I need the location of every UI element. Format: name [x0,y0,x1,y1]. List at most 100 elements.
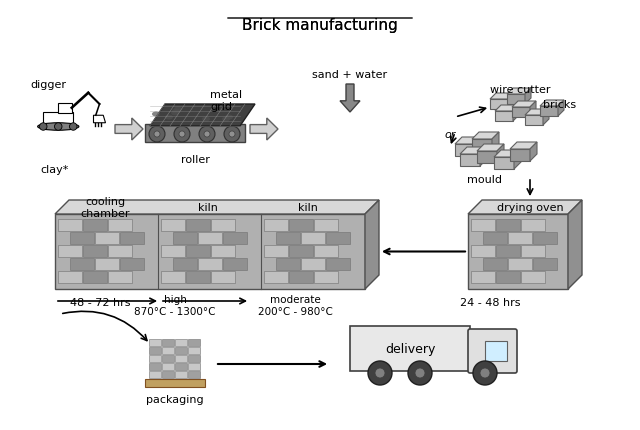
Polygon shape [93,116,106,123]
Bar [161,219,185,231]
Bar [145,379,205,387]
Bar [175,363,187,370]
Bar [521,271,545,283]
Polygon shape [468,200,582,215]
Bar [276,233,300,244]
Text: kiln: kiln [298,203,318,212]
Bar [540,107,558,117]
Polygon shape [558,101,564,117]
Ellipse shape [225,115,233,120]
Polygon shape [490,94,514,100]
Bar [44,112,73,126]
Ellipse shape [202,117,210,122]
Circle shape [199,127,215,143]
Bar [512,108,530,118]
Bar [175,371,187,378]
Circle shape [375,368,385,378]
Bar [223,258,247,270]
Bar [289,271,313,283]
Bar [188,355,200,362]
Bar [95,233,119,244]
Polygon shape [365,200,379,289]
Bar [350,326,470,371]
Bar [108,271,132,283]
Bar [149,355,161,362]
Polygon shape [475,138,482,157]
Bar [198,233,222,244]
Bar [496,246,520,258]
Bar [108,219,132,231]
Ellipse shape [174,107,182,112]
Bar [508,233,532,244]
Polygon shape [568,200,582,289]
FancyArrow shape [340,85,360,113]
FancyArrow shape [115,119,143,141]
Polygon shape [525,89,531,105]
Bar [521,246,545,258]
Bar [162,347,174,354]
Bar [58,103,72,114]
Bar [525,116,543,126]
Text: digger: digger [30,80,66,90]
Bar [490,100,508,110]
Text: sand + water: sand + water [312,70,388,80]
Text: roller: roller [180,155,209,165]
Bar [477,152,497,164]
Circle shape [70,123,77,131]
Text: metal
grid: metal grid [210,90,242,111]
Bar [70,233,94,244]
Polygon shape [455,138,482,144]
Bar [175,355,187,362]
Polygon shape [513,106,519,122]
Polygon shape [530,102,536,118]
Bar [162,371,174,378]
Bar [161,246,185,258]
Polygon shape [543,110,549,126]
Circle shape [54,123,62,131]
Bar [70,258,94,270]
Text: packaging: packaging [146,394,204,404]
Bar [188,363,200,370]
Bar [483,233,507,244]
Bar [289,246,313,258]
Polygon shape [540,101,564,107]
Circle shape [224,127,240,143]
Bar [149,363,161,370]
Bar [149,371,161,378]
Bar [460,155,480,166]
Text: Brick manufacturing: Brick manufacturing [242,18,398,33]
Polygon shape [460,147,487,155]
Bar [175,347,187,354]
Bar [211,246,235,258]
Bar [289,219,313,231]
Circle shape [473,361,497,385]
Polygon shape [472,133,499,140]
Circle shape [149,127,165,143]
Bar [264,271,288,283]
Bar [314,219,338,231]
Bar [495,112,513,122]
Bar [508,258,532,270]
Bar [326,258,350,270]
Polygon shape [55,200,379,215]
Bar [186,246,210,258]
Ellipse shape [172,109,180,114]
Bar [471,246,495,258]
Polygon shape [497,144,504,164]
Bar [483,258,507,270]
Text: drying oven: drying oven [497,203,563,212]
Bar [120,258,144,270]
Text: bricks: bricks [543,100,577,110]
Bar [471,219,495,231]
Ellipse shape [152,112,160,117]
Bar [455,144,475,157]
Bar [188,339,200,346]
Bar [186,219,210,231]
Text: delivery: delivery [385,343,435,356]
Bar [120,233,144,244]
Bar [83,246,107,258]
Text: or: or [444,130,456,140]
Circle shape [415,368,425,378]
Bar [162,339,174,346]
Bar [314,246,338,258]
